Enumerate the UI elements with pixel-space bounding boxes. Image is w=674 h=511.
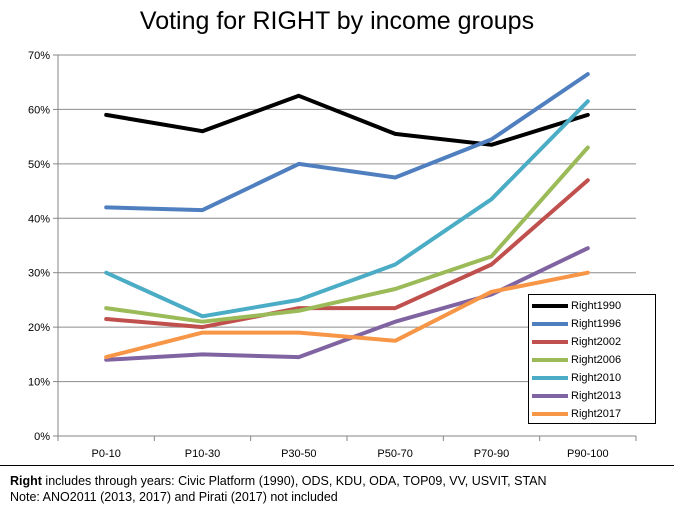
footnote-line-1-text: includes through years: Civic Platform (… bbox=[41, 474, 547, 488]
footnote-bold-label: Right bbox=[10, 474, 42, 488]
series-line-right2010 bbox=[104, 99, 590, 319]
legend-label: Right2002 bbox=[571, 336, 622, 348]
legend-item-right2002: Right2002 bbox=[532, 333, 655, 351]
legend-item-right2006: Right2006 bbox=[532, 351, 655, 369]
series-line-right1990 bbox=[104, 93, 590, 147]
y-tick-label: 70% bbox=[28, 50, 50, 62]
legend-label: Right2013 bbox=[571, 390, 622, 402]
series-line-right1996 bbox=[104, 72, 590, 213]
legend-label: Right1996 bbox=[571, 318, 622, 330]
x-tick-label: P70-90 bbox=[474, 448, 509, 460]
y-tick-label: 20% bbox=[28, 322, 50, 334]
x-tick-label: P0-10 bbox=[91, 448, 120, 460]
y-tick-label: 60% bbox=[28, 104, 50, 116]
y-tick-label: 10% bbox=[28, 377, 50, 389]
legend-label: Right2017 bbox=[571, 408, 622, 420]
y-tick-label: 40% bbox=[28, 213, 50, 225]
legend-swatch bbox=[532, 412, 568, 416]
y-tick-label: 0% bbox=[34, 431, 50, 443]
legend-swatch bbox=[532, 394, 568, 398]
legend-swatch bbox=[532, 358, 568, 362]
x-tick-label: P90-100 bbox=[567, 448, 609, 460]
legend-swatch bbox=[532, 376, 568, 380]
legend-swatch bbox=[532, 340, 568, 344]
legend-item-right1990: Right1990 bbox=[532, 297, 655, 315]
legend-label: Right1990 bbox=[571, 300, 622, 312]
footnote-line-1: Right includes through years: Civic Plat… bbox=[10, 473, 674, 489]
legend-label: Right2006 bbox=[571, 354, 622, 366]
legend-item-right2010: Right2010 bbox=[532, 369, 655, 387]
footnote: Right includes through years: Civic Plat… bbox=[0, 465, 674, 511]
y-tick-label: 50% bbox=[28, 159, 50, 171]
x-tick-label: P50-70 bbox=[377, 448, 412, 460]
legend: Right1990 Right1996 Right2002 Right2006 Righ… bbox=[528, 294, 656, 424]
legend-item-right2013: Right2013 bbox=[532, 387, 655, 405]
series-line-right2002 bbox=[104, 178, 590, 330]
footnote-line-2: Note: ANO2011 (2013, 2017) and Pirati (2… bbox=[10, 490, 338, 504]
chart-title: Voting for RIGHT by income groups bbox=[139, 7, 535, 35]
x-tick-label: P30-50 bbox=[281, 448, 316, 460]
series-line-right2017 bbox=[104, 270, 590, 360]
series-line-right2006 bbox=[104, 145, 590, 324]
y-tick-label: 30% bbox=[28, 268, 50, 280]
legend-item-right2017: Right2017 bbox=[532, 405, 655, 423]
legend-item-right1996: Right1996 bbox=[532, 315, 655, 333]
legend-swatch bbox=[532, 304, 568, 308]
legend-swatch bbox=[532, 322, 568, 326]
x-tick-label: P10-30 bbox=[185, 448, 220, 460]
legend-label: Right2010 bbox=[571, 372, 622, 384]
